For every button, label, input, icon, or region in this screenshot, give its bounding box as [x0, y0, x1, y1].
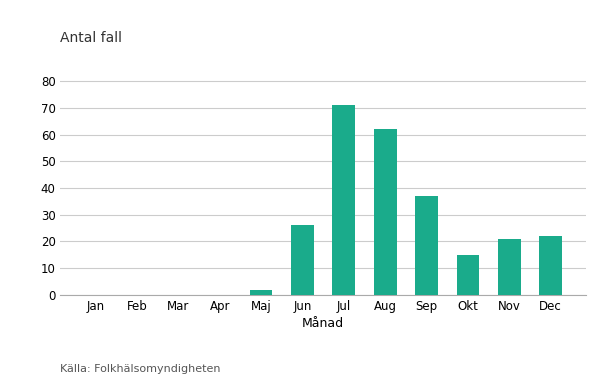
Bar: [415, 196, 438, 295]
Bar: [249, 290, 272, 295]
Bar: [374, 129, 397, 295]
Text: Källa: Folkhälsomyndigheten: Källa: Folkhälsomyndigheten: [60, 364, 221, 374]
Bar: [457, 255, 480, 295]
Text: Antal fall: Antal fall: [60, 31, 123, 45]
Bar: [539, 236, 562, 295]
Bar: [498, 239, 521, 295]
X-axis label: Månad: Månad: [302, 317, 344, 330]
Bar: [291, 225, 314, 295]
Bar: [332, 105, 355, 295]
